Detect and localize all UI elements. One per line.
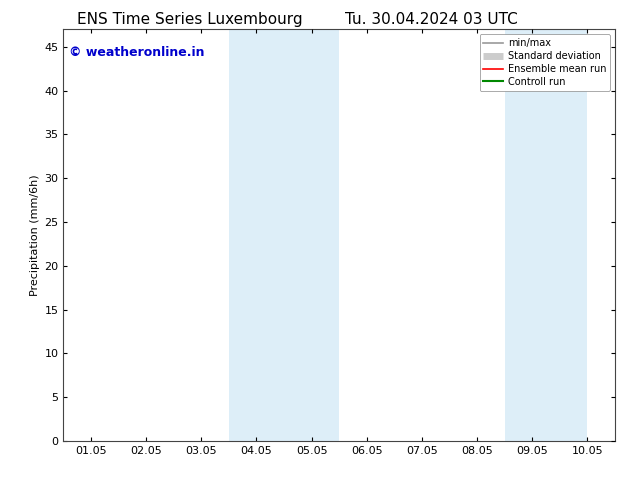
Bar (229, 29, 339, 441)
Bar (505, 29, 588, 441)
Text: ENS Time Series Luxembourg: ENS Time Series Luxembourg (77, 12, 303, 27)
Text: Tu. 30.04.2024 03 UTC: Tu. 30.04.2024 03 UTC (345, 12, 517, 27)
Text: © weatheronline.in: © weatheronline.in (69, 46, 204, 59)
Y-axis label: Precipitation (mm/6h): Precipitation (mm/6h) (30, 174, 40, 296)
Legend: min/max, Standard deviation, Ensemble mean run, Controll run: min/max, Standard deviation, Ensemble me… (479, 34, 610, 91)
